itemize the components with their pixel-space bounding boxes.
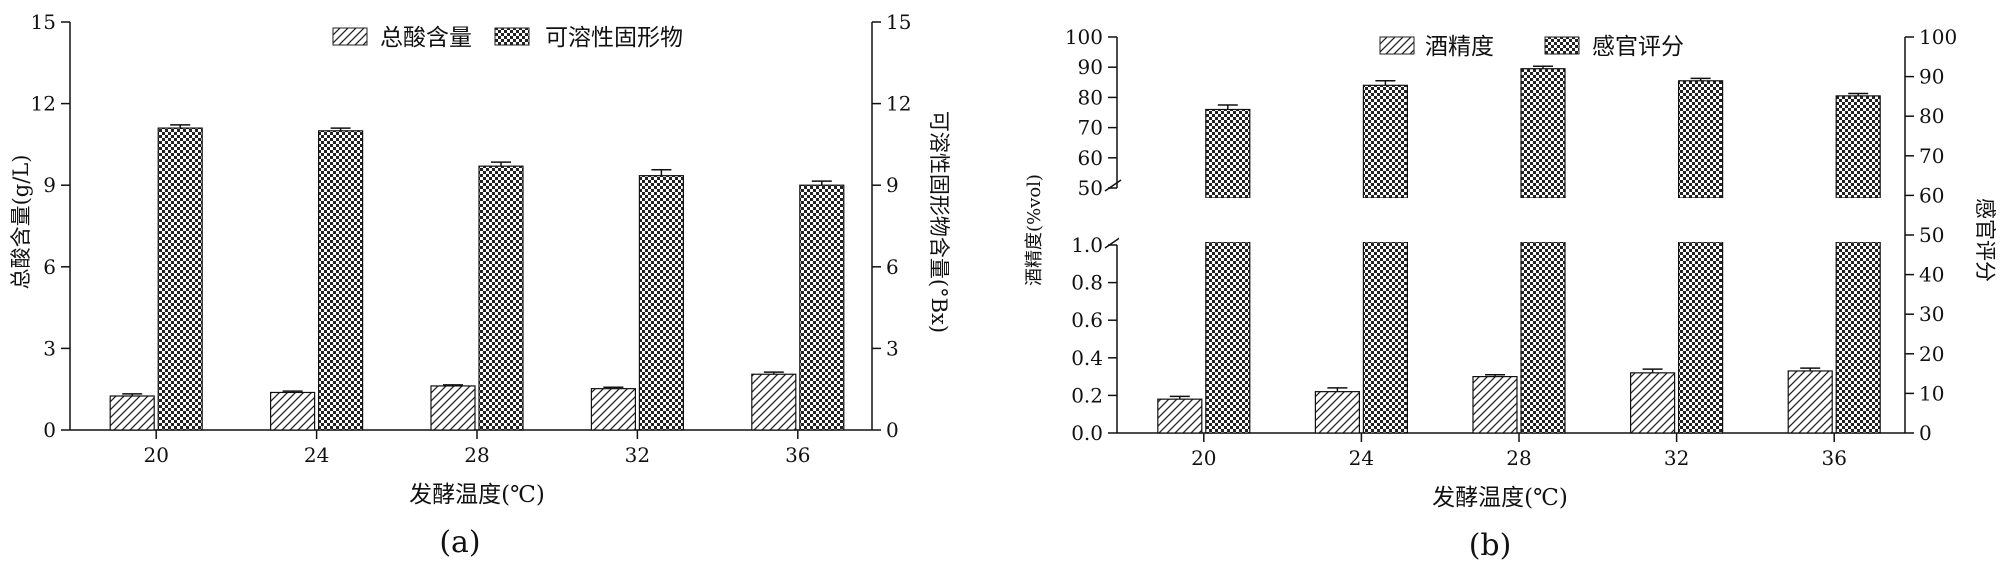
chart-b-ylabel-right: 感官评分	[1973, 198, 1997, 282]
chart-a-right-tick-label: 3	[886, 336, 899, 360]
chart-b-legend: 酒精度 感官评分	[1379, 34, 1684, 60]
chart-a-bar-acid	[270, 391, 316, 431]
chart-b-right-tick-label: 60	[1919, 183, 1944, 207]
chart-b-bar-sensory-upper	[1205, 108, 1251, 199]
chart-b-left-tick-label: 60	[1078, 146, 1103, 170]
chart-b-bar-alcohol	[1157, 398, 1203, 434]
chart-a-bar-solids	[318, 130, 364, 431]
chart-b-left-tick-label: 0.2	[1071, 383, 1103, 407]
legend-a-swatch-solids	[494, 27, 530, 46]
chart-b-x-tick-label: 28	[1506, 446, 1531, 470]
chart-a-ylabel-left: 总酸含量(g/L)	[9, 155, 33, 290]
chart-a-right-tick-label: 12	[886, 92, 911, 116]
chart-b-left-tick-label: 70	[1078, 116, 1103, 140]
chart-a-bars	[109, 124, 845, 431]
chart-a-left-tick-label: 6	[43, 255, 56, 279]
legend-b-label-sensory: 感官评分	[1592, 34, 1684, 60]
legend-b-swatch-alcohol	[1379, 36, 1415, 55]
chart-a-xlabel: 发酵温度(℃)	[409, 482, 545, 508]
chart-b-axis-break-mark	[1104, 236, 1122, 249]
chart-b-xlabel: 发酵温度(℃)	[1432, 485, 1568, 511]
chart-a-bar-acid	[109, 395, 155, 431]
chart-b-ticks: 50 60 70 80 90 100 0.0 0.2 0.4 0.6 0.8 1.0 0 10 20 30 40…	[1065, 25, 1957, 470]
chart-b-x-tick-label: 20	[1191, 446, 1216, 470]
chart-b-left-tick-label: 0.4	[1071, 346, 1103, 370]
chart-a-left-tick-label: 15	[31, 10, 56, 34]
chart-a-panel-label: (a)	[439, 525, 480, 560]
legend-b-label-alcohol: 酒精度	[1425, 34, 1494, 60]
chart-a-bar-solids	[478, 165, 524, 431]
chart-b-left-tick-label: 0.8	[1071, 271, 1103, 295]
chart-b-bar-sensory-lower	[1520, 241, 1566, 434]
chart-b-x-tick-label: 32	[1664, 446, 1689, 470]
chart-a-legend: 总酸含量 可溶性固形物	[332, 25, 683, 51]
chart-a-left-tick-label: 12	[31, 92, 56, 116]
chart-b-bar-sensory-upper	[1835, 95, 1881, 199]
chart-b-bar-sensory-upper	[1677, 80, 1724, 199]
chart-b-left-tick-label: 0.0	[1071, 421, 1103, 445]
chart-b-x-tick-label: 24	[1349, 446, 1374, 470]
chart-a-bar-acid	[751, 373, 797, 431]
chart-b-right-tick-label: 90	[1919, 65, 1944, 89]
chart-b-bar-alcohol	[1472, 376, 1518, 434]
chart-a-bar-solids	[638, 175, 685, 431]
chart-b-left-tick-label: 80	[1078, 85, 1103, 109]
chart-b-left-tick-label: 90	[1078, 55, 1103, 79]
chart-a-bar-acid	[590, 388, 637, 431]
chart-b-axis-break-mark	[1104, 179, 1122, 192]
chart-b-right-tick-label: 50	[1919, 223, 1944, 247]
chart-a-x-tick-label: 20	[143, 443, 168, 467]
chart-a-right-tick-label: 6	[886, 255, 899, 279]
chart-b-right-tick-label: 40	[1919, 263, 1944, 287]
chart-b-right-tick-label: 30	[1919, 302, 1944, 326]
chart-b-left-tick-label: 50	[1078, 176, 1103, 200]
legend-b-swatch-sensory	[1544, 36, 1580, 55]
chart-b-bar-sensory-lower	[1677, 241, 1724, 434]
chart-a-x-tick-label: 24	[304, 443, 329, 467]
chart-a-bar-acid	[430, 385, 476, 431]
chart-b-right-tick-label: 0	[1919, 421, 1932, 445]
legend-a-label-acid: 总酸含量	[380, 25, 472, 51]
chart-a-x-tick-label: 32	[625, 443, 650, 467]
chart-b-bars	[1119, 65, 1903, 434]
chart-b-bar-alcohol	[1787, 370, 1833, 434]
chart-b-left-tick-label: 0.6	[1071, 308, 1103, 332]
legend-a-swatch-acid	[332, 27, 368, 46]
chart-b-bar-alcohol	[1629, 372, 1676, 434]
chart-b-x-tick-label: 36	[1821, 446, 1846, 470]
legend-a-label-solids: 可溶性固形物	[545, 25, 683, 51]
chart-b: 50 60 70 80 90 100 0.0 0.2 0.4 0.6 0.8 1.0 0 10 20 30 40…	[1024, 25, 1997, 563]
chart-a-right-tick-label: 15	[886, 10, 911, 34]
chart-b-ylabel-left: 酒精度(%vol)	[1024, 174, 1045, 286]
chart-a-x-tick-label: 36	[785, 443, 810, 467]
chart-b-panel-label: (b)	[1469, 528, 1512, 563]
chart-a-left-tick-label: 9	[43, 173, 56, 197]
chart-b-break-gap	[1119, 198, 1903, 242]
chart-b-left-tick-label: 1.0	[1071, 233, 1103, 257]
chart-a-ylabel-right: 可溶性固形物含量(°Bx)	[927, 111, 951, 333]
chart-b-right-tick-label: 100	[1919, 25, 1957, 49]
chart-a-x-tick-label: 28	[464, 443, 489, 467]
chart-b-bar-sensory-upper	[1362, 84, 1409, 199]
chart-b-bar-sensory-lower	[1835, 241, 1881, 434]
chart-b-left-tick-label: 100	[1065, 25, 1103, 49]
chart-b-bar-sensory-lower	[1362, 241, 1409, 434]
chart-b-right-tick-label: 10	[1919, 381, 1944, 405]
chart-b-bar-alcohol	[1314, 391, 1361, 434]
chart-a-bar-solids	[157, 127, 203, 431]
chart-b-bar-sensory-lower	[1205, 241, 1251, 434]
chart-a-right-tick-label: 0	[886, 418, 899, 442]
chart-b-bar-sensory-upper	[1520, 68, 1566, 199]
chart-a-left-tick-label: 0	[43, 418, 56, 442]
chart-a-right-tick-label: 9	[886, 173, 899, 197]
chart-b-right-tick-label: 20	[1919, 342, 1944, 366]
chart-b-right-tick-label: 70	[1919, 144, 1944, 168]
chart-a-bar-solids	[799, 184, 845, 431]
chart-b-right-tick-label: 80	[1919, 104, 1944, 128]
chart-a-left-tick-label: 3	[43, 336, 56, 360]
